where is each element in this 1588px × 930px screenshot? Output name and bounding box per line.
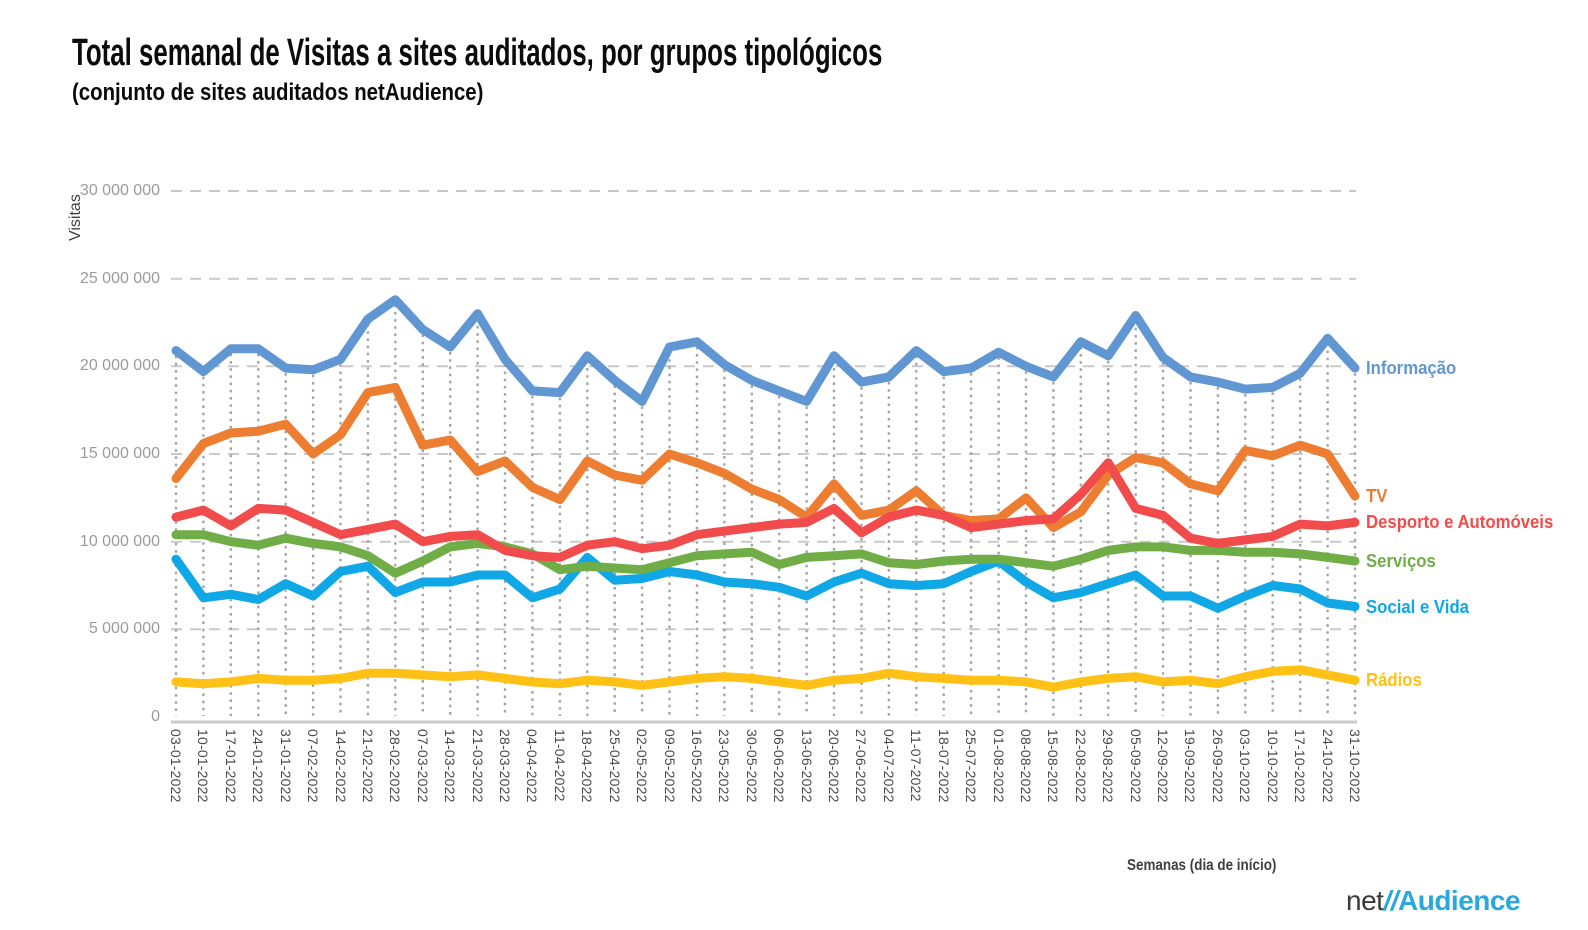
series-line-1 [171,382,1360,533]
y-tick-label: 10 000 000 [79,533,160,550]
y-tick-label: 25 000 000 [79,270,160,287]
series-line-3 [171,530,1360,578]
x-tick-label: 28-03-2022 [497,729,513,803]
x-tick-label: 10-01-2022 [195,729,211,803]
x-tick-label: 15-08-2022 [1045,729,1061,803]
x-tick-label: 09-05-2022 [662,729,678,803]
x-tick-label: 17-01-2022 [223,729,239,803]
x-tick-label: 31-01-2022 [278,729,294,803]
series-line-4 [171,552,1360,613]
x-tick-label: 11-04-2022 [552,729,568,802]
series-label-1: TV [1366,486,1388,506]
x-tick-label: 06-06-2022 [771,729,787,803]
x-tick-label: 14-03-2022 [442,729,458,803]
series-label-4: Social e Vida [1366,597,1469,617]
x-tick-label: 18-07-2022 [936,729,952,803]
x-tick-label: 27-06-2022 [853,729,869,803]
x-tick-label: 25-04-2022 [607,729,623,803]
x-tick-label: 25-07-2022 [963,729,979,803]
series-label-5: Rádios [1366,670,1422,690]
x-tick-label: 21-02-2022 [360,729,376,803]
x-tick-label: 17-10-2022 [1292,729,1308,803]
x-tick-label: 31-10-2022 [1347,729,1363,803]
logo-slashes-icon: // [1383,885,1398,916]
series-label-2: Desporto e Automóveis [1366,512,1554,532]
x-tick-label: 26-09-2022 [1210,729,1226,803]
x-tick-label: 02-05-2022 [634,729,650,803]
x-tick-label: 24-01-2022 [250,729,266,803]
x-tick-label: 04-04-2022 [524,729,540,803]
series-label-3: Serviços [1366,551,1436,571]
page-subtitle: (conjunto de sites auditados netAudience… [72,79,484,106]
series-line-2 [171,458,1360,562]
x-tick-label: 23-05-2022 [716,729,732,803]
x-tick-label: 01-08-2022 [991,729,1007,803]
x-tick-label: 22-08-2022 [1073,729,1089,803]
x-tick-label: 03-10-2022 [1237,729,1253,803]
page-title: Total semanal de Visitas a sites auditad… [72,32,883,74]
x-tick-label: 07-03-2022 [415,729,431,803]
series-line-0 [171,295,1360,406]
x-tick-label: 10-10-2022 [1265,729,1281,803]
series-line-5 [171,665,1360,692]
logo-audience-text: Audience [1398,885,1521,916]
x-tick-label: 28-02-2022 [387,729,403,803]
x-tick-label: 12-09-2022 [1155,729,1171,803]
x-tick-label: 24-10-2022 [1320,729,1336,803]
y-axis-title: Visitas [67,194,84,241]
x-tick-label: 30-05-2022 [744,729,760,803]
netaudience-logo: net//Audience [1346,885,1521,917]
x-tick-label: 16-05-2022 [689,729,705,803]
x-tick-label: 18-04-2022 [579,729,595,803]
y-tick-label: 0 [151,708,160,725]
x-tick-label: 19-09-2022 [1182,729,1198,803]
x-tick-label: 08-08-2022 [1018,729,1034,803]
series-label-0: Informação [1366,358,1457,378]
y-tick-label: 20 000 000 [79,357,160,374]
y-tick-label: 15 000 000 [79,445,160,462]
x-tick-label: 21-03-2022 [470,729,486,803]
x-tick-label: 07-02-2022 [305,729,321,803]
x-tick-label: 14-02-2022 [333,729,349,803]
x-axis-title: Semanas (dia de início) [1127,857,1277,874]
x-tick-label: 20-06-2022 [826,729,842,803]
x-tick-label: 11-07-2022 [908,729,924,802]
logo-net-text: net [1346,885,1384,916]
y-tick-label: 30 000 000 [79,182,160,199]
x-tick-label: 04-07-2022 [881,729,897,803]
x-tick-label: 05-09-2022 [1128,729,1144,803]
x-tick-label: 03-01-2022 [168,729,184,803]
y-tick-label: 5 000 000 [88,620,160,637]
x-tick-label: 29-08-2022 [1100,729,1116,803]
x-tick-label: 13-06-2022 [799,729,815,803]
